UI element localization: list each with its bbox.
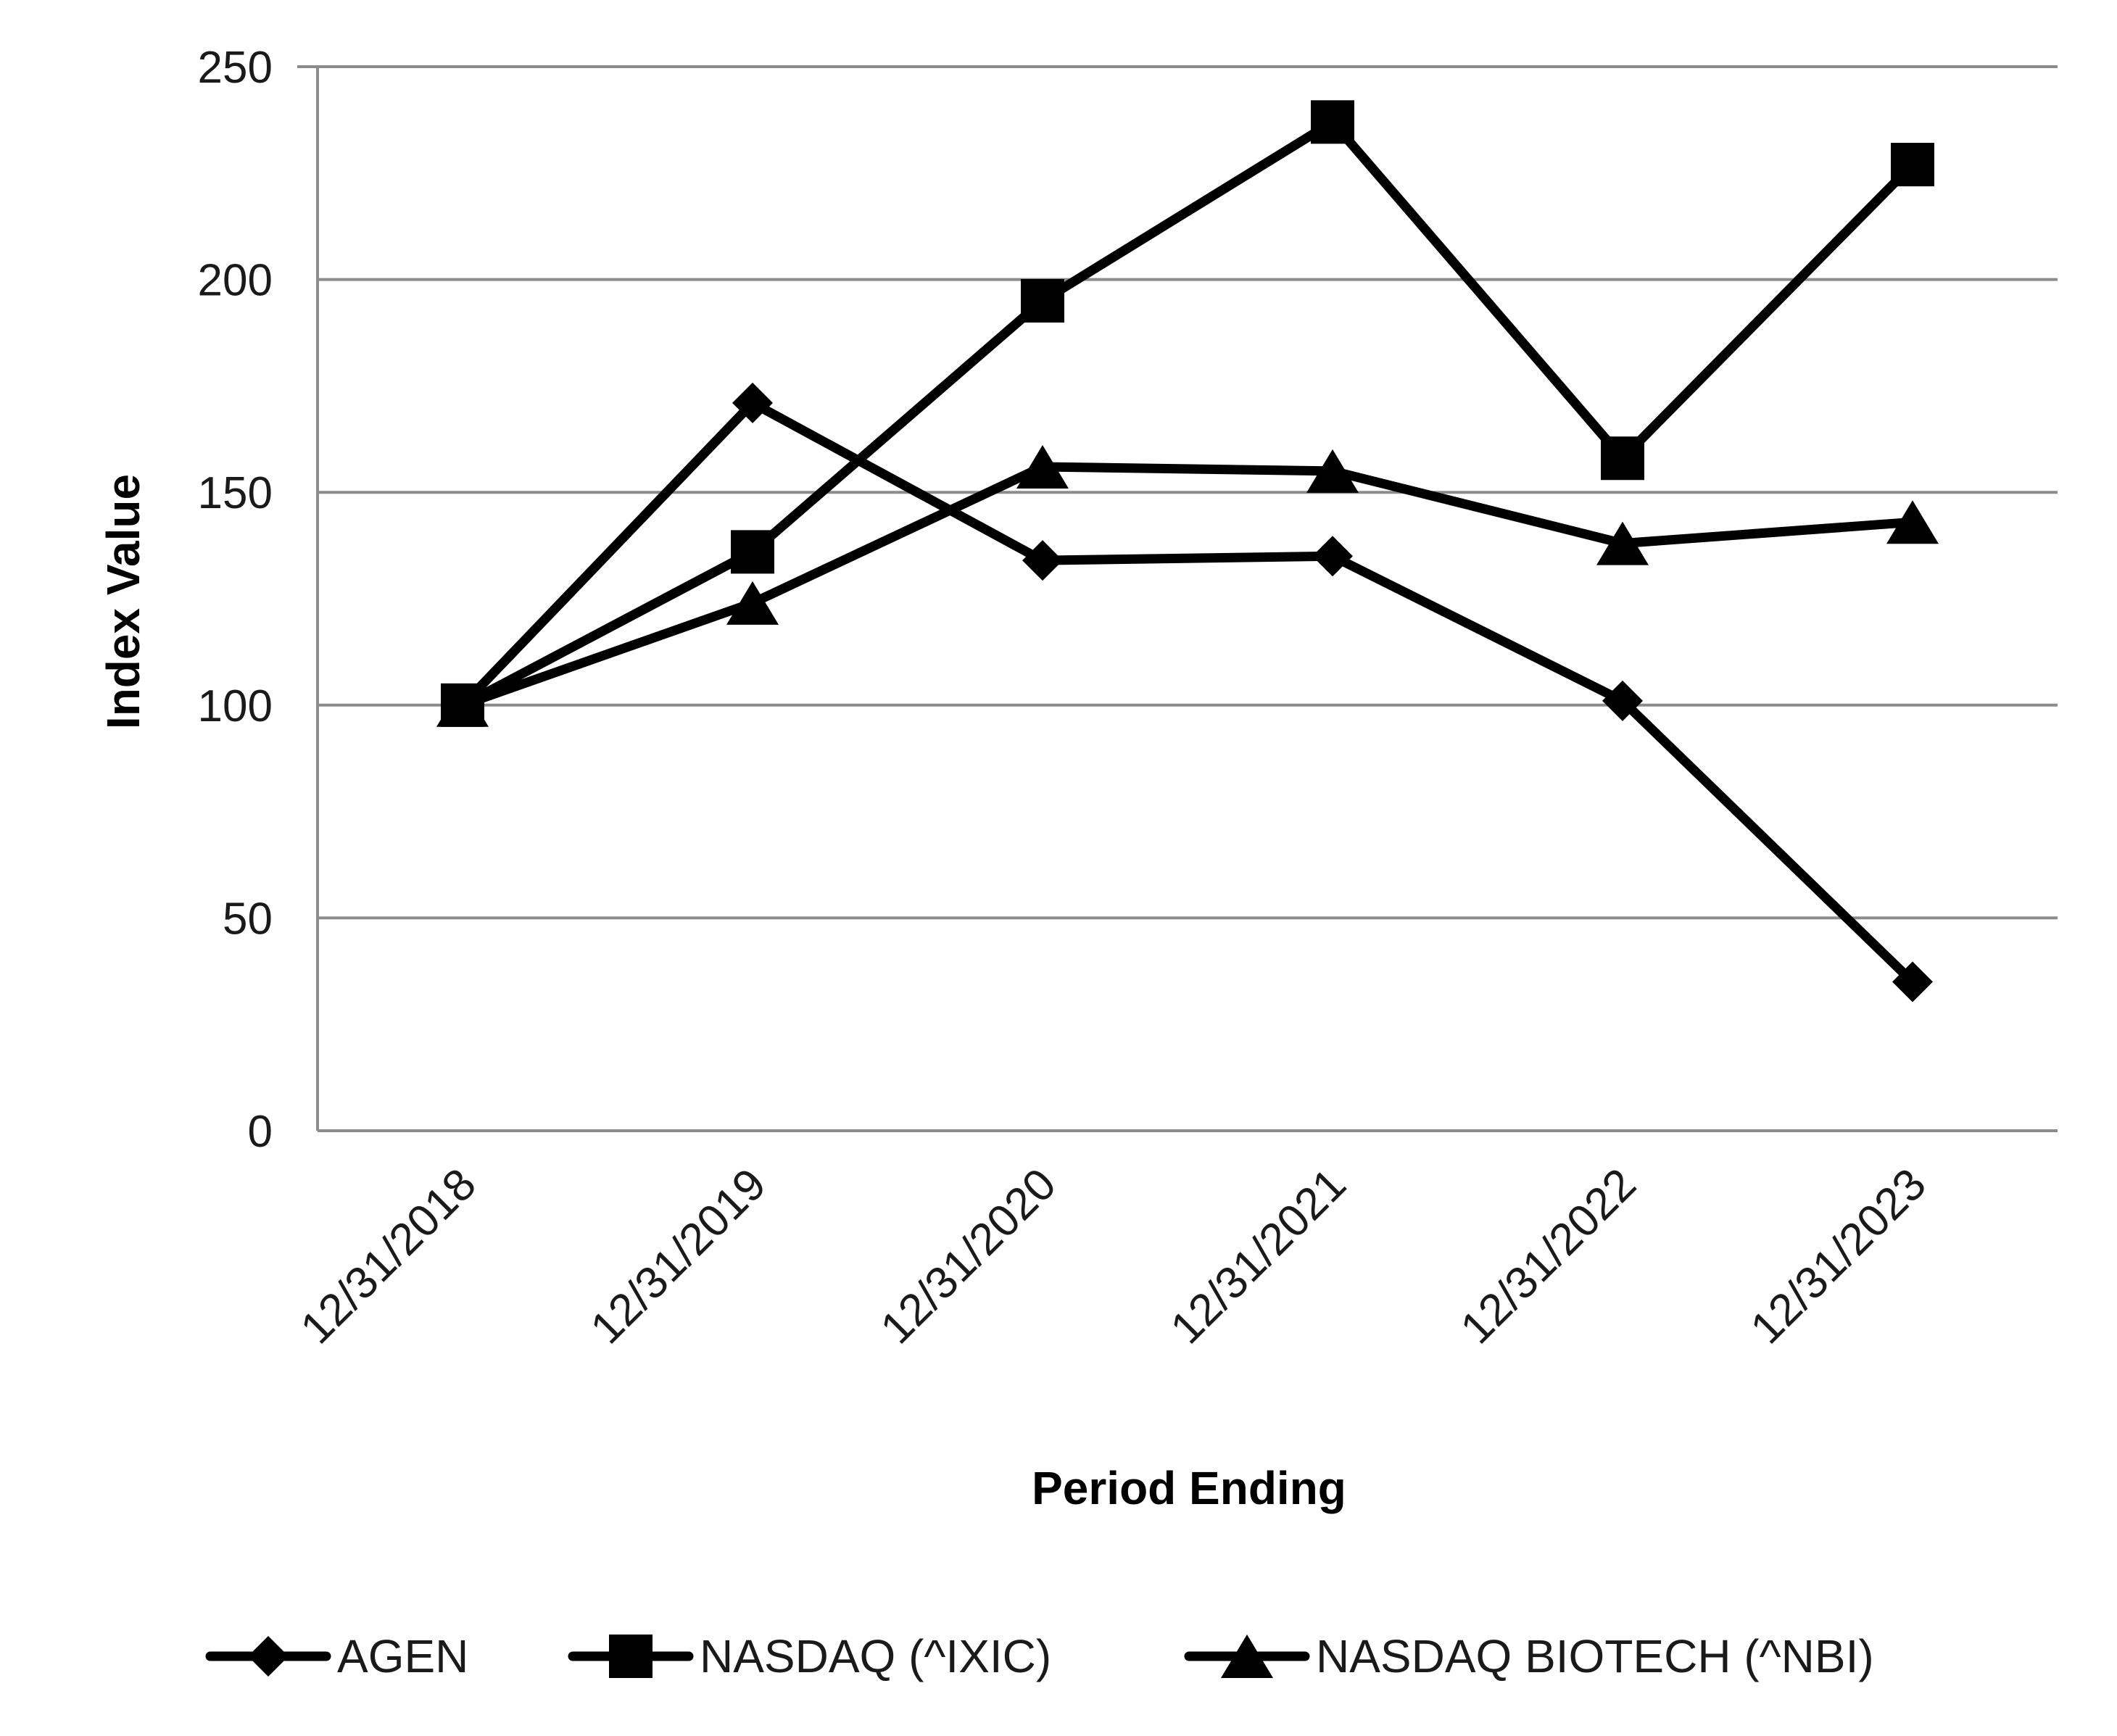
- y-tick-label: 100: [198, 681, 273, 731]
- x-tick-label: 12/31/2023: [1741, 1159, 1936, 1353]
- point-nasdaq-biotech-nbi: [1886, 500, 1939, 544]
- series-line-nasdaq-ixic: [457, 117, 1918, 710]
- point-agen: [732, 382, 773, 423]
- x-tick-label: 12/31/2021: [1161, 1159, 1356, 1353]
- legend-marker-agen: [248, 1636, 289, 1677]
- series-line-nasdaq-biotech-nbi: [457, 462, 1918, 710]
- x-tick-label: 12/31/2019: [581, 1159, 776, 1353]
- gridlines: [318, 65, 2058, 920]
- y-tick-label: 250: [198, 43, 273, 93]
- point-agen: [1022, 540, 1063, 581]
- point-nasdaq-biotech-nbi: [1016, 444, 1069, 489]
- point-nasdaq-biotech-nbi: [1306, 449, 1359, 493]
- series-markers: [436, 100, 1939, 1002]
- point-nasdaq-biotech-nbi: [436, 683, 489, 727]
- point-nasdaq-ixic: [1891, 143, 1934, 187]
- point-nasdaq-ixic: [1601, 436, 1644, 481]
- axes: [297, 65, 2058, 1132]
- legend: AGEN NASDAQ (^IXIC) NASDAQ BIOTECH (^NBI): [205, 1630, 1874, 1682]
- x-axis-title: Period Ending: [1032, 1462, 1346, 1514]
- series-lines: [457, 117, 1918, 987]
- x-tick-label: 12/31/2020: [871, 1159, 1066, 1353]
- y-tick-label: 150: [198, 468, 273, 518]
- point-agen: [1602, 680, 1643, 721]
- point-nasdaq-biotech-nbi: [1596, 521, 1649, 565]
- y-tick-label: 50: [223, 894, 273, 944]
- point-nasdaq-biotech-nbi: [726, 581, 779, 625]
- y-tick-label: 200: [198, 256, 273, 306]
- x-axis-ticks: 12/31/2018 12/31/2019 12/31/2020 12/31/2021…: [291, 1159, 1936, 1353]
- x-tick-label: 12/31/2022: [1451, 1159, 1646, 1353]
- legend-marker-nasdaq-biotech-nbi: [1221, 1635, 1273, 1678]
- series-line-agen: [457, 398, 1918, 987]
- point-nasdaq-ixic: [1021, 278, 1064, 323]
- legend-label-nasdaq-biotech-nbi: NASDAQ BIOTECH (^NBI): [1316, 1630, 1874, 1682]
- x-tick-label: 12/31/2018: [291, 1159, 486, 1353]
- point-nasdaq-ixic: [1311, 100, 1354, 144]
- y-tick-label: 0: [248, 1107, 273, 1157]
- legend-label-nasdaq-ixic: NASDAQ (^IXIC): [700, 1630, 1051, 1682]
- legend-label-agen: AGEN: [337, 1630, 468, 1682]
- point-agen: [1312, 536, 1353, 577]
- legend-marker-nasdaq-ixic: [609, 1635, 652, 1678]
- y-axis-title: Index Value: [97, 474, 149, 729]
- y-axis-ticks: 0 50 100 150 200 250: [198, 43, 273, 1157]
- point-agen: [1892, 961, 1933, 1002]
- point-nasdaq-ixic: [731, 530, 774, 574]
